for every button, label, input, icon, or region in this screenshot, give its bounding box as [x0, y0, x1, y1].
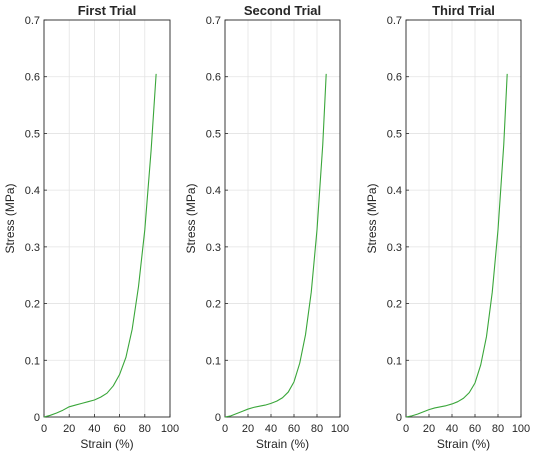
x-tick-label: 0: [403, 423, 409, 435]
y-tick-label: 0.5: [25, 128, 40, 140]
y-tick-label: 0: [396, 412, 402, 424]
x-tick-label: 40: [446, 423, 458, 435]
stress-strain-curve: [405, 73, 508, 418]
x-axis-label: Strain (%): [80, 437, 133, 451]
x-tick-label: 60: [469, 423, 481, 435]
x-tick-label: 20: [63, 423, 75, 435]
x-tick-label: 0: [222, 423, 228, 435]
chart-panel-2: 0 20 40 60 80 100 0 0.1 0.2 0.3 0.4 0.5 0.6 0.7 Second…: [184, 3, 349, 451]
x-tick-label: 80: [311, 423, 323, 435]
y-axis-label: Stress (MPa): [184, 183, 198, 253]
plot-area: [406, 20, 521, 417]
y-tick-label: 0.6: [387, 72, 402, 84]
x-tick-label: 60: [113, 423, 125, 435]
x-tick-label: 60: [288, 423, 300, 435]
y-tick-label: 0.7: [25, 15, 40, 27]
x-tick-label: 100: [512, 423, 530, 435]
y-tick-label: 0.3: [387, 242, 402, 254]
axes-box: [405, 19, 522, 418]
chart-title: Third Trial: [432, 3, 495, 18]
x-tick-label: 80: [492, 423, 504, 435]
x-tick-label: 40: [265, 423, 277, 435]
y-axis-label: Stress (MPa): [3, 183, 17, 253]
axes-box: [224, 19, 341, 418]
x-tick-label: 100: [331, 423, 349, 435]
y-tick-label: 0: [34, 412, 40, 424]
y-tick-label: 0.7: [206, 15, 221, 27]
y-axis-label: Stress (MPa): [365, 183, 379, 253]
x-axis-label: Strain (%): [256, 437, 309, 451]
x-tick-label: 20: [242, 423, 254, 435]
stress-strain-curve: [43, 73, 157, 418]
plot-area: [225, 20, 340, 417]
y-tick-label: 0.2: [387, 299, 402, 311]
x-tick-label: 100: [161, 423, 179, 435]
y-tick-label: 0.2: [206, 299, 221, 311]
y-tick-label: 0.4: [206, 185, 221, 197]
x-tick-label: 20: [423, 423, 435, 435]
y-tick-label: 0.4: [25, 185, 40, 197]
x-axis-label: Strain (%): [437, 437, 490, 451]
y-tick-label: 0.7: [387, 15, 402, 27]
y-tick-label: 0.1: [206, 355, 221, 367]
stress-strain-curve: [224, 73, 327, 418]
y-tick-label: 0.6: [25, 72, 40, 84]
y-tick-label: 0.5: [206, 128, 221, 140]
chart-panel-3: 0 20 40 60 80 100 0 0.1 0.2 0.3 0.4 0.5 0.6 0.7 Third …: [365, 3, 530, 451]
y-tick-label: 0: [215, 412, 221, 424]
x-tick-label: 0: [41, 423, 47, 435]
x-tick-label: 80: [139, 423, 151, 435]
y-tick-label: 0.1: [387, 355, 402, 367]
y-tick-label: 0.6: [206, 72, 221, 84]
chart-title: Second Trial: [244, 3, 321, 18]
y-tick-label: 0.2: [25, 299, 40, 311]
x-tick-label: 40: [88, 423, 100, 435]
y-tick-label: 0.5: [387, 128, 402, 140]
y-tick-label: 0.1: [25, 355, 40, 367]
chart-title: First Trial: [78, 3, 137, 18]
y-tick-label: 0.3: [206, 242, 221, 254]
y-tick-label: 0.3: [25, 242, 40, 254]
chart-panel-1: 0 20 40 60 80 100 0 0.1 0.2 0.3 0.4 0.5 0.6 0.7 First …: [3, 3, 179, 451]
y-tick-label: 0.4: [387, 185, 402, 197]
plot-area: [44, 20, 170, 417]
axes-box: [43, 19, 171, 418]
